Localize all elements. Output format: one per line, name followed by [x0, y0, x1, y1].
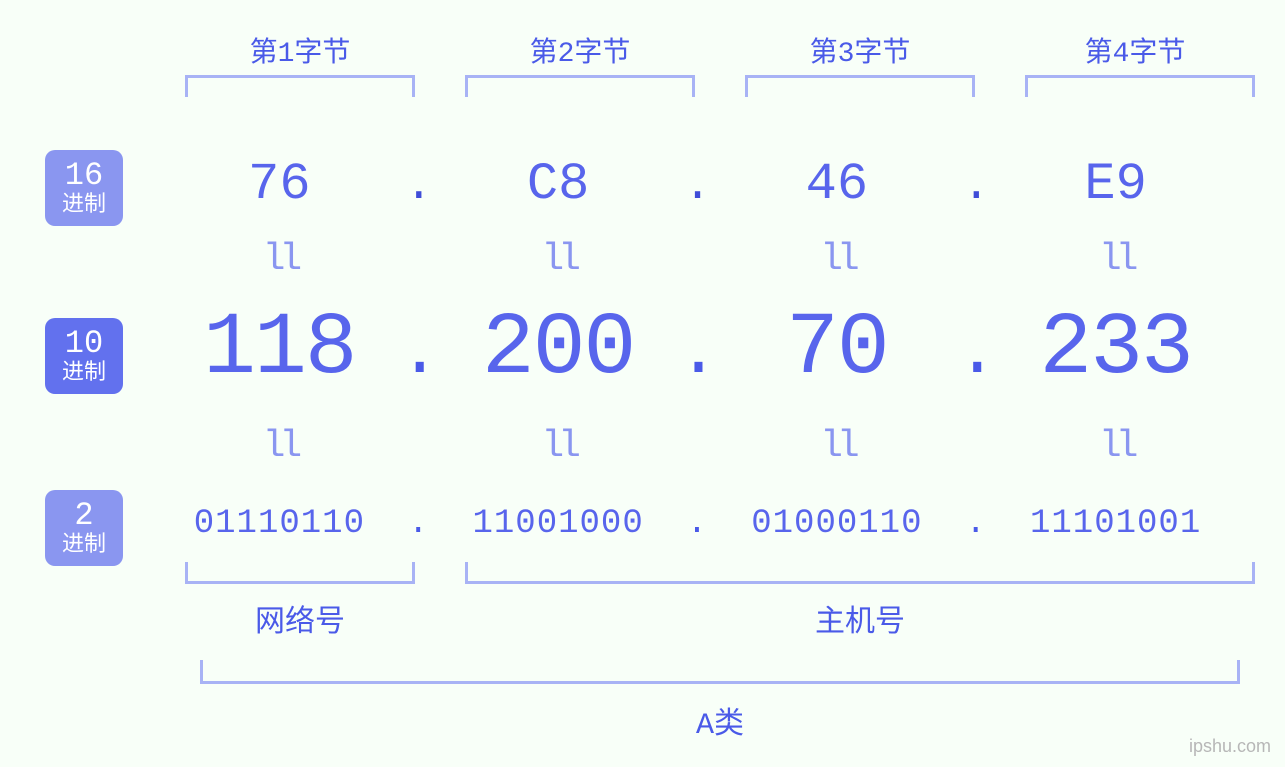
- bin-byte-4: 11101001: [996, 505, 1235, 543]
- host-bracket: [465, 562, 1255, 584]
- base-badge-2: 2 进制: [45, 490, 123, 566]
- equals-icon: ll: [160, 238, 399, 281]
- dec-byte-4: 233: [996, 300, 1235, 399]
- top-bracket-3: [745, 75, 975, 97]
- equals-icon: ll: [439, 238, 678, 281]
- bin-byte-3: 01000110: [718, 505, 957, 543]
- base-txt-2: 进制: [62, 534, 106, 558]
- equals-icon: ll: [439, 425, 678, 468]
- equals-row-1: ll ll ll ll: [160, 238, 1235, 281]
- dot: .: [399, 315, 439, 394]
- dot: .: [687, 505, 708, 543]
- byte-header-4: 第4字节: [1035, 30, 1235, 70]
- hex-row: 76 . C8 . 46 . E9: [160, 155, 1235, 214]
- watermark: ipshu.com: [1189, 736, 1271, 757]
- bin-byte-2: 11001000: [439, 505, 678, 543]
- dot: .: [966, 505, 987, 543]
- dot: .: [408, 505, 429, 543]
- network-bracket: [185, 562, 415, 584]
- class-label: A类: [200, 698, 1240, 743]
- base-num-16: 16: [65, 158, 103, 193]
- dot: .: [405, 160, 433, 212]
- base-txt-16: 进制: [62, 194, 106, 218]
- top-bracket-1: [185, 75, 415, 97]
- ip-diagram: { "layout": { "width": 1285, "height": 7…: [0, 0, 1285, 767]
- dec-row: 118 . 200 . 70 . 233: [160, 300, 1235, 399]
- host-label: 主机号: [465, 596, 1255, 641]
- dot: .: [684, 160, 712, 212]
- hex-byte-1: 76: [160, 155, 399, 214]
- equals-icon: ll: [996, 425, 1235, 468]
- top-bracket-2: [465, 75, 695, 97]
- bin-byte-1: 01110110: [160, 505, 399, 543]
- dec-byte-2: 200: [439, 300, 678, 399]
- dot: .: [678, 315, 718, 394]
- base-badge-10: 10 进制: [45, 318, 123, 394]
- equals-icon: ll: [718, 425, 957, 468]
- equals-icon: ll: [160, 425, 399, 468]
- equals-row-2: ll ll ll ll: [160, 425, 1235, 468]
- dot: .: [962, 160, 990, 212]
- bin-row: 01110110 . 11001000 . 01000110 . 1110100…: [160, 505, 1235, 543]
- top-bracket-4: [1025, 75, 1255, 97]
- base-num-10: 10: [65, 326, 103, 361]
- equals-icon: ll: [996, 238, 1235, 281]
- byte-header-3: 第3字节: [760, 30, 960, 70]
- hex-byte-2: C8: [439, 155, 678, 214]
- class-bracket: [200, 660, 1240, 684]
- dec-byte-3: 70: [718, 300, 957, 399]
- dec-byte-1: 118: [160, 300, 399, 399]
- base-badge-16: 16 进制: [45, 150, 123, 226]
- network-label: 网络号: [185, 596, 415, 641]
- byte-header-2: 第2字节: [480, 30, 680, 70]
- hex-byte-4: E9: [996, 155, 1235, 214]
- base-txt-10: 进制: [62, 362, 106, 386]
- hex-byte-3: 46: [718, 155, 957, 214]
- dot: .: [956, 315, 996, 394]
- base-num-2: 2: [74, 498, 93, 533]
- equals-icon: ll: [718, 238, 957, 281]
- byte-header-1: 第1字节: [200, 30, 400, 70]
